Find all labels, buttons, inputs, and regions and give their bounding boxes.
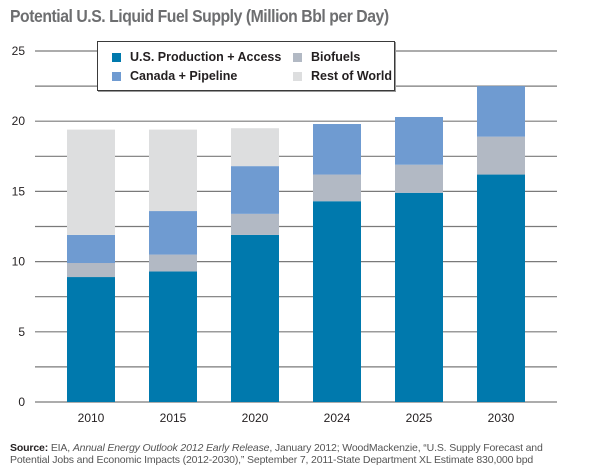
bar-segment-rest-of-world <box>231 128 279 167</box>
bar-segment-u-s-production-access <box>477 174 525 402</box>
legend-item-biofuels: Biofuels <box>293 50 360 64</box>
y-tick-label: 25 <box>12 44 26 58</box>
bar-segment-biofuels <box>477 136 525 175</box>
bar-segment-biofuels <box>313 174 361 202</box>
bar-segment-u-s-production-access <box>149 271 197 402</box>
source-text-line2: Potential Jobs and Economic Impacts (201… <box>10 454 534 466</box>
legend-label: Rest of World <box>311 69 393 83</box>
bars <box>67 86 525 402</box>
bar-segment-canada-pipeline <box>477 86 525 137</box>
x-tick-label: 2010 <box>78 411 105 425</box>
source-publication: Annual Energy Outlook 2012 Early Release <box>72 442 270 454</box>
legend-item-rest-of-world: Rest of World <box>293 69 392 83</box>
bar-segment-u-s-production-access <box>67 277 115 402</box>
bar-segment-rest-of-world <box>149 129 197 212</box>
x-tick-label: 2024 <box>324 411 351 425</box>
y-tick-label: 15 <box>12 184 26 198</box>
bar-segment-biofuels <box>395 164 443 193</box>
bar-segment-canada-pipeline <box>149 211 197 255</box>
x-tick-label: 2015 <box>160 411 187 425</box>
y-tick-label: 20 <box>12 114 26 128</box>
legend-label: Biofuels <box>311 50 361 64</box>
bar-segment-u-s-production-access <box>231 234 279 402</box>
y-tick-label: 0 <box>18 395 25 409</box>
legend-swatch <box>293 52 302 62</box>
legend-swatch <box>112 71 121 81</box>
source-note: Source: EIA, Annual Energy Outlook 2012 … <box>10 442 543 466</box>
source-text-1: EIA, <box>48 442 73 454</box>
y-axis-ticks: 0 5 10 15 20 25 <box>12 44 26 409</box>
bar-segment-canada-pipeline <box>67 234 115 264</box>
legend-label: U.S. Production + Access <box>130 50 282 64</box>
x-tick-label: 2030 <box>488 411 515 425</box>
bar-segment-u-s-production-access <box>313 201 361 402</box>
y-tick-label: 10 <box>12 255 26 269</box>
bar-segment-biofuels <box>231 213 279 235</box>
chart-title: Potential U.S. Liquid Fuel Supply (Milli… <box>10 6 389 26</box>
legend-item-canada-pipeline: Canada + Pipeline <box>112 69 237 83</box>
x-tick-label: 2025 <box>406 411 433 425</box>
source-label: Source: <box>10 442 49 454</box>
legend-label: Canada + Pipeline <box>130 69 238 83</box>
x-tick-label: 2020 <box>242 411 269 425</box>
legend: U.S. Production + Access Canada + Pipeli… <box>97 41 395 91</box>
bar-segment-canada-pipeline <box>313 124 361 175</box>
legend-item-us-production: U.S. Production + Access <box>112 50 281 64</box>
source-text-2: , January 2012; WoodMackenzie, “U.S. Sup… <box>269 442 543 454</box>
bar-segment-biofuels <box>149 254 197 272</box>
x-axis-ticks: 2010 2015 2020 2024 2025 2030 <box>78 411 515 425</box>
y-tick-label: 5 <box>18 325 25 339</box>
bar-segment-canada-pipeline <box>395 116 443 165</box>
bar-segment-rest-of-world <box>67 129 115 235</box>
legend-swatch <box>293 71 302 81</box>
bar-segment-canada-pipeline <box>231 166 279 214</box>
legend-swatch <box>112 52 121 62</box>
bar-segment-biofuels <box>67 263 115 278</box>
bar-segment-u-s-production-access <box>395 192 443 402</box>
